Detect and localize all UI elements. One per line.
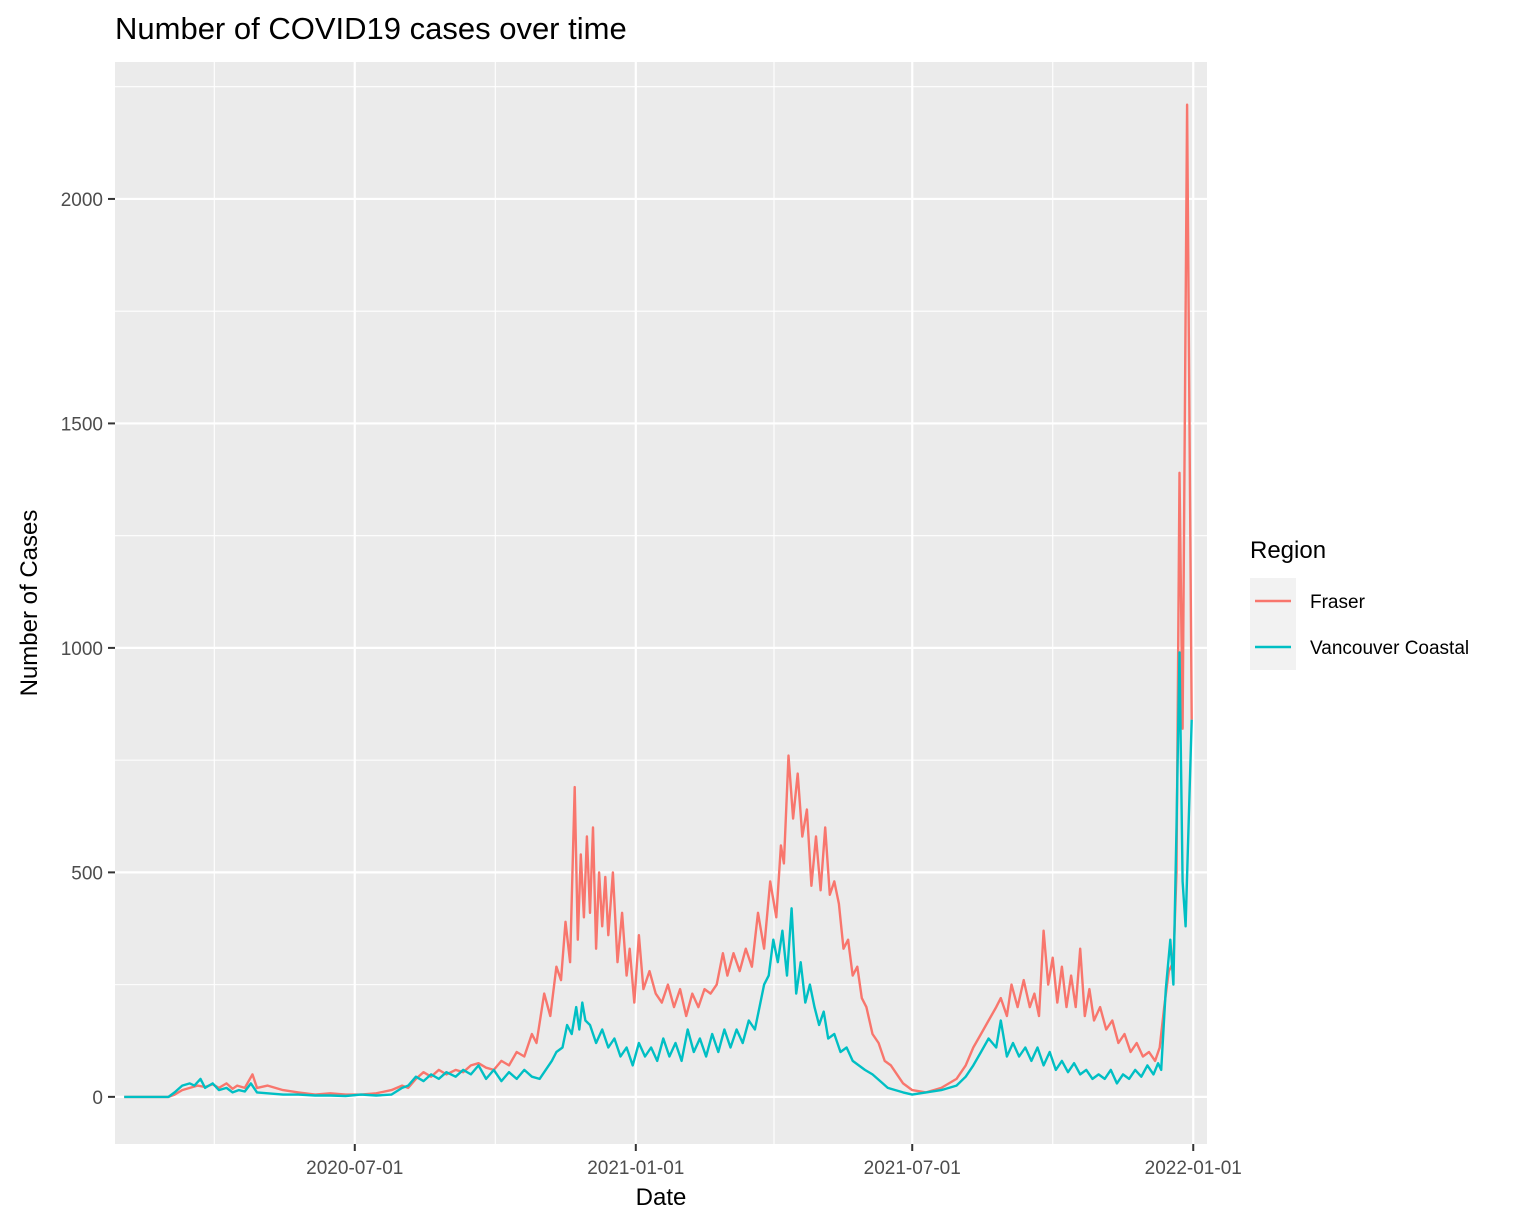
- y-axis: 0 500 1000 1500 2000: [61, 190, 115, 1109]
- x-tick-label: 2021-07-01: [864, 1158, 961, 1179]
- legend-label-vancouver-coastal: Vancouver Coastal: [1310, 638, 1469, 659]
- x-axis: 2020-07-01 2021-01-01 2021-07-01 2022-01-01: [306, 1144, 1242, 1179]
- x-tick-label: 2020-07-01: [306, 1158, 403, 1179]
- legend: Region Fraser Vancouver Coastal: [1250, 537, 1469, 670]
- y-tick-label: 0: [92, 1088, 103, 1109]
- y-tick-label: 1500: [61, 414, 103, 435]
- minor-gridlines: [115, 62, 1207, 1144]
- major-gridlines: [115, 62, 1207, 1144]
- legend-title: Region: [1250, 537, 1326, 564]
- y-tick-label: 2000: [61, 190, 103, 211]
- x-tick-label: 2021-01-01: [587, 1158, 684, 1179]
- y-axis-title: Number of Cases: [16, 510, 43, 697]
- x-axis-title: Date: [636, 1184, 687, 1211]
- series-lines: [124, 103, 1193, 1099]
- series-line-vancouver-coastal: [124, 651, 1193, 1099]
- series-line-fraser: [124, 103, 1193, 1099]
- chart-title: Number of COVID19 cases over time: [115, 11, 627, 46]
- y-tick-label: 1000: [61, 639, 103, 660]
- legend-label-fraser: Fraser: [1310, 592, 1366, 613]
- y-tick-label: 500: [71, 863, 103, 884]
- x-tick-label: 2022-01-01: [1145, 1158, 1242, 1179]
- plot-panel: [115, 62, 1207, 1144]
- legend-item-fraser: Fraser: [1250, 578, 1366, 624]
- legend-item-vancouver-coastal: Vancouver Coastal: [1250, 624, 1469, 670]
